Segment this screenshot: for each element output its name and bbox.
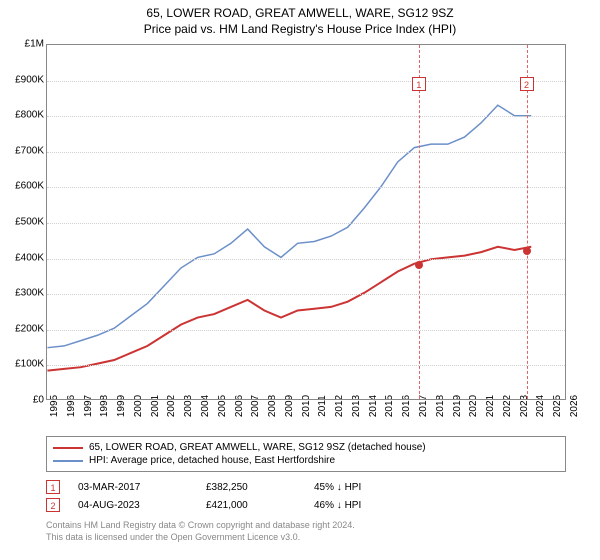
y-tick-label: £700K [4, 145, 44, 156]
y-tick-label: £1M [4, 39, 44, 50]
event-marker-dot [415, 261, 423, 269]
event-row: 2 04-AUG-2023 £421,000 46% ↓ HPI [46, 496, 566, 514]
legend-label: 65, LOWER ROAD, GREAT AMWELL, WARE, SG12… [89, 442, 426, 453]
footer-line-1: Contains HM Land Registry data © Crown c… [46, 520, 566, 532]
y-tick-label: £500K [4, 217, 44, 228]
legend-item: HPI: Average price, detached house, East… [53, 454, 559, 467]
event-pct: 46% ↓ HPI [314, 500, 404, 511]
y-tick-label: £300K [4, 288, 44, 299]
gridline [47, 81, 565, 82]
y-tick-label: £600K [4, 181, 44, 192]
legend-item: 65, LOWER ROAD, GREAT AMWELL, WARE, SG12… [53, 441, 559, 454]
event-marker-line [527, 45, 528, 399]
y-tick-label: £800K [4, 110, 44, 121]
gridline [47, 187, 565, 188]
event-row: 1 03-MAR-2017 £382,250 45% ↓ HPI [46, 478, 566, 496]
event-badge: 1 [46, 480, 60, 494]
page-root: 65, LOWER ROAD, GREAT AMWELL, WARE, SG12… [0, 0, 600, 560]
x-tick-label: 2026 [569, 395, 580, 417]
legend-swatch [53, 447, 83, 449]
legend-box: 65, LOWER ROAD, GREAT AMWELL, WARE, SG12… [46, 436, 566, 472]
chart-title: 65, LOWER ROAD, GREAT AMWELL, WARE, SG12… [0, 6, 600, 20]
event-marker-dot [523, 247, 531, 255]
title-block: 65, LOWER ROAD, GREAT AMWELL, WARE, SG12… [0, 0, 600, 36]
event-marker-line [419, 45, 420, 399]
gridline [47, 152, 565, 153]
chart-lines-svg [47, 45, 565, 399]
y-tick-label: £100K [4, 359, 44, 370]
series-line [47, 247, 531, 371]
y-tick-label: £0 [4, 395, 44, 406]
footer-line-2: This data is licensed under the Open Gov… [46, 532, 566, 544]
chart-footer-block: 65, LOWER ROAD, GREAT AMWELL, WARE, SG12… [46, 436, 566, 543]
event-date: 03-MAR-2017 [78, 482, 188, 493]
gridline [47, 259, 565, 260]
event-pct: 45% ↓ HPI [314, 482, 404, 493]
event-badge: 2 [46, 498, 60, 512]
y-tick-label: £200K [4, 323, 44, 334]
gridline [47, 365, 565, 366]
event-date: 04-AUG-2023 [78, 500, 188, 511]
chart-subtitle: Price paid vs. HM Land Registry's House … [0, 22, 600, 36]
event-price: £421,000 [206, 500, 296, 511]
event-marker-badge: 2 [520, 77, 534, 91]
chart-plot-area: 12 [46, 44, 566, 400]
gridline [47, 116, 565, 117]
event-price: £382,250 [206, 482, 296, 493]
y-tick-label: £400K [4, 252, 44, 263]
legend-swatch [53, 460, 83, 462]
gridline [47, 294, 565, 295]
events-table: 1 03-MAR-2017 £382,250 45% ↓ HPI 2 04-AUG-202… [46, 478, 566, 514]
gridline [47, 223, 565, 224]
y-tick-label: £900K [4, 74, 44, 85]
series-line [47, 105, 531, 348]
gridline [47, 330, 565, 331]
legend-label: HPI: Average price, detached house, East… [89, 455, 335, 466]
event-marker-badge: 1 [412, 77, 426, 91]
attribution-footer: Contains HM Land Registry data © Crown c… [46, 520, 566, 543]
